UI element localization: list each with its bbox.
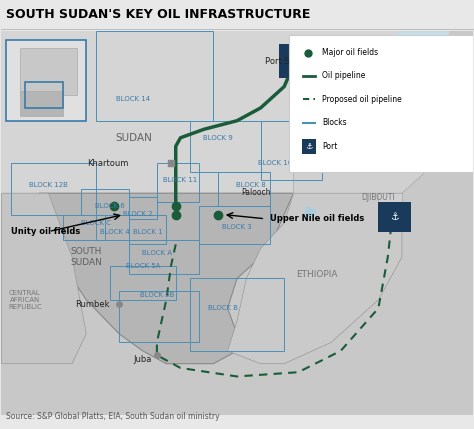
Text: BLOCK 10: BLOCK 10 xyxy=(257,160,292,166)
Text: SUDAN: SUDAN xyxy=(115,133,152,143)
Text: ETHIOPIA: ETHIOPIA xyxy=(296,270,338,279)
Text: Unity oil fields: Unity oil fields xyxy=(11,227,80,236)
Text: Red Sea: Red Sea xyxy=(377,108,408,117)
Text: BLOCK 8: BLOCK 8 xyxy=(236,181,266,187)
Text: Khartoum: Khartoum xyxy=(87,159,128,168)
Text: BLOCK 6: BLOCK 6 xyxy=(95,203,125,209)
Text: BLOCK 2: BLOCK 2 xyxy=(123,211,153,218)
Polygon shape xyxy=(20,91,63,116)
Polygon shape xyxy=(1,193,86,364)
Text: Palooch: Palooch xyxy=(242,188,271,197)
Text: BLOCK 12B: BLOCK 12B xyxy=(29,181,68,187)
Text: ⚓: ⚓ xyxy=(391,211,399,222)
FancyBboxPatch shape xyxy=(302,139,316,154)
Text: Upper Nile oil fields: Upper Nile oil fields xyxy=(270,214,364,223)
Text: Source: S&P Global Platts, EIA, South Sudan oil ministry: Source: S&P Global Platts, EIA, South Su… xyxy=(6,412,220,421)
Text: Port: Port xyxy=(322,142,337,151)
FancyBboxPatch shape xyxy=(6,40,86,121)
Polygon shape xyxy=(378,193,402,214)
Text: Proposed oil pipeline: Proposed oil pipeline xyxy=(322,95,401,104)
Polygon shape xyxy=(303,206,317,219)
Text: BLOCK 5B: BLOCK 5B xyxy=(140,293,174,299)
Text: Juba: Juba xyxy=(134,355,152,364)
Text: Oil pipeline: Oil pipeline xyxy=(322,72,365,81)
Polygon shape xyxy=(293,65,449,193)
Text: ⚓: ⚓ xyxy=(293,56,303,66)
Text: Blocks: Blocks xyxy=(322,118,346,127)
Text: SOUTH
SUDAN: SOUTH SUDAN xyxy=(70,248,102,267)
Text: ⚓: ⚓ xyxy=(305,142,313,151)
Polygon shape xyxy=(341,31,449,87)
Polygon shape xyxy=(1,31,402,193)
Text: BLOCK 3: BLOCK 3 xyxy=(222,224,252,230)
Text: Major oil fields: Major oil fields xyxy=(322,48,378,57)
Text: BLOCK C: BLOCK C xyxy=(81,220,110,226)
Text: SOUTH SUDAN'S KEY OIL INFRASTRUCTURE: SOUTH SUDAN'S KEY OIL INFRASTRUCTURE xyxy=(6,8,310,21)
Polygon shape xyxy=(20,48,77,95)
Polygon shape xyxy=(228,193,402,364)
Text: BLOCK 5A: BLOCK 5A xyxy=(126,263,160,269)
Text: Rumbek: Rumbek xyxy=(75,299,110,308)
FancyBboxPatch shape xyxy=(289,36,473,172)
Text: Port Sudan: Port Sudan xyxy=(265,57,311,66)
Text: BLOCK B: BLOCK B xyxy=(208,305,238,311)
Text: BLOCK 9: BLOCK 9 xyxy=(203,135,233,141)
Text: BLOCK 1: BLOCK 1 xyxy=(133,229,162,235)
Text: BLOCK 11: BLOCK 11 xyxy=(164,178,198,184)
Text: CENTRAL
AFRICAN
REPUBLIC: CENTRAL AFRICAN REPUBLIC xyxy=(8,290,42,310)
Text: BLOCK 4: BLOCK 4 xyxy=(100,229,129,235)
Polygon shape xyxy=(39,193,293,364)
FancyBboxPatch shape xyxy=(279,44,317,78)
Text: ERITREA: ERITREA xyxy=(313,133,349,142)
Text: DJIBOUTI: DJIBOUTI xyxy=(362,193,395,202)
Text: BLOCK 14: BLOCK 14 xyxy=(116,97,150,103)
Text: BLOCK A: BLOCK A xyxy=(142,250,172,256)
FancyBboxPatch shape xyxy=(378,202,411,232)
